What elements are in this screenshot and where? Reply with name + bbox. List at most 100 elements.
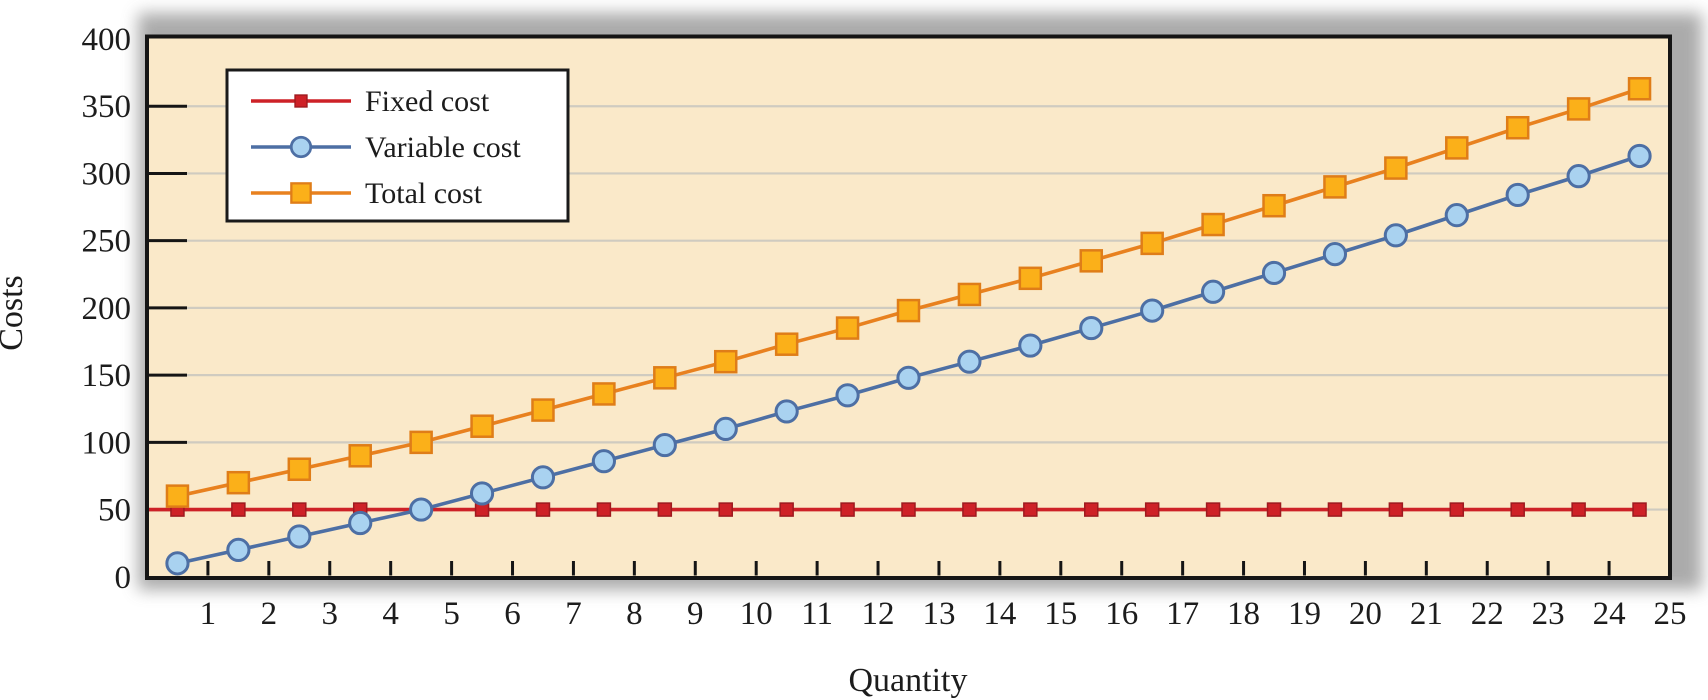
data-point-marker-small-square xyxy=(1023,502,1038,517)
data-point-marker-square xyxy=(1018,266,1043,291)
data-point-marker-circle xyxy=(835,383,860,408)
x-tick-label: 23 xyxy=(1532,596,1565,632)
data-point-marker-small-square xyxy=(1388,502,1404,517)
data-point-marker-circle xyxy=(348,510,373,536)
data-point-marker-circle xyxy=(165,551,190,576)
data-point-marker-square xyxy=(287,457,312,481)
data-point-marker-small-square xyxy=(1144,502,1160,517)
data-point-marker-circle xyxy=(226,537,251,563)
y-tick-label: 250 xyxy=(82,224,132,260)
data-point-marker-circle xyxy=(530,465,556,490)
data-point-marker-circle xyxy=(1261,260,1287,286)
data-point-marker-circle xyxy=(287,524,312,549)
x-tick-label: 2 xyxy=(261,596,278,632)
x-tick-label: 4 xyxy=(382,596,399,632)
y-tick-label: 100 xyxy=(82,425,132,461)
legend-item-total-cost: Total cost xyxy=(251,177,483,210)
x-tick-label: 9 xyxy=(687,596,704,632)
data-point-marker-square xyxy=(470,414,494,438)
data-point-marker-square xyxy=(1079,249,1104,273)
x-tick-label: 14 xyxy=(983,596,1016,632)
data-point-marker-small-square xyxy=(596,502,612,517)
y-tick-label: 50 xyxy=(98,493,131,529)
data-point-marker-square xyxy=(1262,193,1286,218)
data-point-marker-circle xyxy=(1201,279,1226,304)
data-point-marker-circle xyxy=(469,481,495,506)
x-tick-label: 24 xyxy=(1593,596,1626,632)
data-point-marker-small-square xyxy=(901,502,916,517)
x-tick-label: 10 xyxy=(740,596,773,632)
data-point-marker-square xyxy=(653,366,677,390)
legend-item-variable-cost: Variable cost xyxy=(251,131,521,164)
x-tick-label: 18 xyxy=(1227,596,1260,632)
data-point-marker-circle xyxy=(713,416,738,442)
data-point-marker-square xyxy=(1201,212,1225,237)
x-tick-label: 20 xyxy=(1349,596,1382,632)
legend-item-label: Total cost xyxy=(365,177,483,210)
data-point-marker-small-square xyxy=(294,94,308,108)
legend-item-fixed-cost: Fixed cost xyxy=(251,85,490,118)
data-point-marker-square xyxy=(1140,231,1164,256)
data-point-marker-small-square xyxy=(1266,502,1282,517)
data-point-marker-square xyxy=(1627,76,1652,101)
y-tick-label: 200 xyxy=(82,291,132,327)
data-point-marker-circle xyxy=(1566,164,1591,189)
data-point-marker-small-square xyxy=(1449,502,1465,517)
x-tick-label: 17 xyxy=(1166,596,1199,632)
y-tick-label: 150 xyxy=(82,358,132,394)
data-point-marker-circle xyxy=(1079,315,1104,341)
data-point-marker-small-square xyxy=(1327,502,1343,517)
plot-border xyxy=(145,34,1672,580)
data-point-marker-square xyxy=(226,470,251,495)
x-tick-label: 11 xyxy=(801,596,833,632)
x-tick-label: 19 xyxy=(1288,596,1321,632)
data-point-marker-square xyxy=(1384,156,1408,180)
data-point-marker-circle xyxy=(957,349,982,374)
data-point-marker-small-square xyxy=(1571,502,1586,517)
data-point-marker-square xyxy=(896,298,921,323)
x-tick-label: 21 xyxy=(1410,596,1443,632)
data-point-marker-small-square xyxy=(1205,502,1221,517)
data-point-marker-square xyxy=(774,332,799,356)
data-series xyxy=(148,76,1652,576)
data-point-marker-small-square xyxy=(840,502,855,517)
data-point-marker-square xyxy=(290,182,312,204)
x-tick-label: 15 xyxy=(1044,596,1077,632)
data-point-marker-circle xyxy=(1444,203,1469,228)
series-total-cost xyxy=(165,76,1652,508)
x-tick-label: 25 xyxy=(1654,596,1687,632)
x-tick-label: 3 xyxy=(322,596,339,632)
data-point-marker-square xyxy=(1505,115,1530,140)
x-axis-labels: 1 2 3 4 5 6 7 8 9 10 11 12 13 14 15 16 17 18 19 20 21 22 23 24 2… xyxy=(200,596,1687,632)
data-point-marker-small-square xyxy=(1510,502,1525,517)
x-tick-label: 16 xyxy=(1105,596,1138,632)
data-point-marker-circle xyxy=(896,365,921,390)
data-point-marker-small-square xyxy=(657,502,673,517)
data-point-marker-small-square xyxy=(718,502,733,517)
x-axis-title: Quantity xyxy=(849,662,968,699)
series-variable-cost xyxy=(165,143,1652,576)
x-tick-label: 8 xyxy=(626,596,643,632)
data-point-marker-square xyxy=(348,444,372,468)
data-point-marker-square xyxy=(1445,136,1469,160)
data-point-marker-small-square xyxy=(962,502,977,517)
x-tick-label: 6 xyxy=(504,596,521,632)
data-point-marker-circle xyxy=(1322,242,1348,267)
y-tick-label: 350 xyxy=(82,89,132,125)
data-point-marker-square xyxy=(409,430,433,455)
data-point-marker-circle xyxy=(1018,333,1043,358)
y-tick-label: 0 xyxy=(115,560,132,596)
data-point-marker-square xyxy=(1323,175,1347,199)
x-tick-label: 7 xyxy=(565,596,582,632)
data-point-marker-small-square xyxy=(231,502,246,517)
y-axis-title: Costs xyxy=(0,275,30,351)
data-point-marker-square xyxy=(165,484,190,508)
series-fixed-cost xyxy=(148,502,1647,517)
data-point-marker-circle xyxy=(591,449,617,474)
data-point-marker-square xyxy=(592,382,616,406)
legend-item-label: Variable cost xyxy=(365,131,521,164)
y-tick-label: 300 xyxy=(82,156,132,192)
data-point-marker-small-square xyxy=(1084,502,1099,517)
